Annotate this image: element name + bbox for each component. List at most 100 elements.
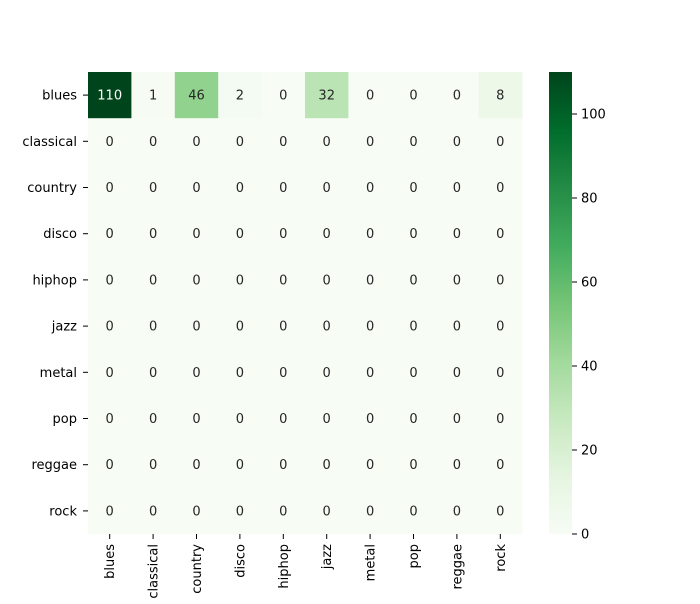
cell-value-label: 0 <box>409 227 417 242</box>
cell-value-label: 0 <box>453 504 461 519</box>
cell-value-label: 0 <box>453 366 461 381</box>
heatmap-cell <box>131 303 176 350</box>
cell-value-label: 0 <box>192 366 200 381</box>
x-tick-label: rock <box>494 544 509 572</box>
heatmap-cell <box>88 487 132 535</box>
heatmap-cell <box>435 256 480 304</box>
cell-value-label: 0 <box>366 366 374 381</box>
cell-value-label: 0 <box>236 458 244 473</box>
heatmap-cell <box>478 118 523 165</box>
x-axis: blues classical country disco hiphop jazz meta… <box>103 534 509 599</box>
heatmap-cell <box>348 349 393 396</box>
heatmap-cell <box>261 256 306 304</box>
cell-value-label: 0 <box>149 135 157 150</box>
cell-value-label: 0 <box>323 135 331 150</box>
y-tick-label: disco <box>43 227 77 242</box>
colorbar-tick-label: 40 <box>581 360 598 375</box>
cell-value-label: 0 <box>453 89 461 104</box>
heatmap-cell <box>88 256 132 304</box>
heatmap-cell <box>174 118 219 165</box>
cell-value-label: 0 <box>366 320 374 335</box>
cell-value-label: 0 <box>409 135 417 150</box>
heatmap-cell <box>261 441 306 489</box>
cell-value-label: 0 <box>149 273 157 288</box>
cell-value-label: 0 <box>149 366 157 381</box>
cell-value-label: 0 <box>236 227 244 242</box>
heatmap-cell <box>391 487 436 535</box>
heatmap-cell <box>131 210 176 258</box>
cell-value-label: 2 <box>236 89 244 104</box>
cell-value-label: 32 <box>318 89 335 104</box>
heatmap-cells: 110 1 46 2 0 32 0 0 0 8 0 0 0 0 0 0 0 0 0 0 0 0 0 0 0 0 0 0 0 0 0 0 0 0 0 0… <box>88 72 523 535</box>
cell-value-label: 0 <box>323 458 331 473</box>
cell-value-label: 0 <box>409 412 417 427</box>
cell-value-label: 0 <box>106 181 114 196</box>
heatmap-cell <box>218 395 263 443</box>
colorbar-tick-label: 0 <box>581 528 589 543</box>
y-tick-label: hiphop <box>32 273 77 288</box>
heatmap-cell <box>435 303 480 350</box>
heatmap-cell <box>435 395 480 443</box>
heatmap-cell <box>305 164 349 212</box>
cell-value-label: 0 <box>279 227 287 242</box>
colorbar: 0 20 40 60 80 100 <box>549 72 606 543</box>
heatmap-cell <box>218 349 263 396</box>
colorbar-tick-label: 80 <box>581 192 598 207</box>
heatmap-cell <box>435 72 480 119</box>
heatmap-cell <box>218 303 263 350</box>
cell-value-label: 0 <box>323 412 331 427</box>
cell-value-label: 0 <box>279 135 287 150</box>
heatmap-cell <box>305 441 349 489</box>
heatmap-cell <box>88 164 132 212</box>
cell-value-label: 0 <box>496 320 504 335</box>
heatmap-cell <box>131 395 176 443</box>
x-tick-label: metal <box>364 544 379 581</box>
heatmap-cell <box>131 441 176 489</box>
cell-value-label: 0 <box>496 504 504 519</box>
y-tick-label: jazz <box>51 320 77 335</box>
cell-value-label: 0 <box>409 273 417 288</box>
heatmap-cell <box>88 72 132 119</box>
cell-value-label: 0 <box>366 458 374 473</box>
y-tick-label: metal <box>40 366 77 381</box>
cell-value-label: 0 <box>236 504 244 519</box>
heatmap-cell <box>435 164 480 212</box>
heatmap-cell <box>305 303 349 350</box>
cell-value-label: 0 <box>279 273 287 288</box>
colorbar-tick-label: 60 <box>581 276 598 291</box>
cell-value-label: 0 <box>496 458 504 473</box>
heatmap-cell <box>391 118 436 165</box>
heatmap-cell <box>261 303 306 350</box>
cell-value-label: 0 <box>236 135 244 150</box>
cell-value-label: 0 <box>366 89 374 104</box>
cell-value-label: 0 <box>496 135 504 150</box>
heatmap-cell <box>174 487 219 535</box>
heatmap-cell <box>88 210 132 258</box>
cell-value-label: 0 <box>192 504 200 519</box>
cell-value-label: 0 <box>149 504 157 519</box>
cell-value-label: 0 <box>149 320 157 335</box>
cell-value-label: 0 <box>236 412 244 427</box>
heatmap-cell <box>174 256 219 304</box>
heatmap-cell <box>391 303 436 350</box>
cell-value-label: 0 <box>366 181 374 196</box>
cell-value-label: 0 <box>236 273 244 288</box>
cell-value-label: 0 <box>323 227 331 242</box>
cell-value-label: 0 <box>192 320 200 335</box>
cell-value-label: 46 <box>188 89 205 104</box>
heatmap-cell <box>131 349 176 396</box>
cell-value-label: 0 <box>323 320 331 335</box>
heatmap-cell <box>435 118 480 165</box>
heatmap-cell <box>348 395 393 443</box>
cell-value-label: 0 <box>236 366 244 381</box>
cell-value-label: 0 <box>366 273 374 288</box>
heatmap-cell <box>261 395 306 443</box>
heatmap-cell <box>348 256 393 304</box>
heatmap-cell <box>174 441 219 489</box>
cell-value-label: 0 <box>106 412 114 427</box>
cell-value-label: 0 <box>366 135 374 150</box>
heatmap-cell <box>88 395 132 443</box>
cell-value-label: 8 <box>496 89 504 104</box>
heatmap-cell <box>218 441 263 489</box>
